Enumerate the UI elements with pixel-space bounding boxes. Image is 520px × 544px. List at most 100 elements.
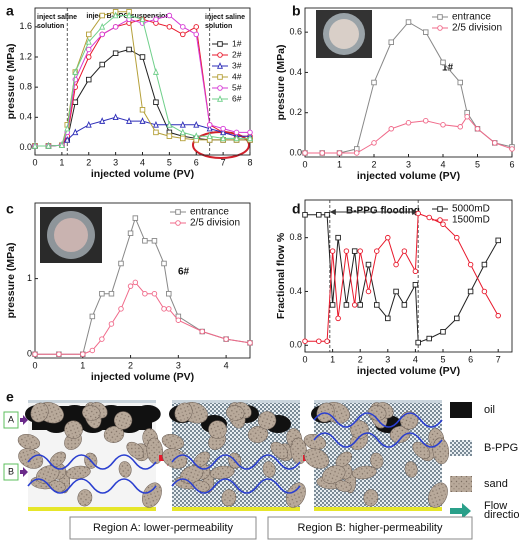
marker (127, 230, 134, 236)
marker (127, 283, 134, 289)
marker (440, 221, 446, 227)
marker (371, 140, 377, 146)
marker (354, 150, 360, 156)
x-tick-label: 6 (468, 354, 473, 364)
plot-frame (34, 202, 251, 359)
x-tick-label: 4 (413, 354, 418, 364)
marker (365, 288, 372, 295)
sand-grain (193, 480, 210, 492)
marker (58, 141, 65, 148)
x-axis-label: injected volume (PV) (357, 365, 460, 377)
annotation: inject saline solution (205, 14, 245, 30)
marker (153, 129, 159, 136)
annotation: 6# (178, 267, 190, 278)
marker (401, 302, 408, 308)
annotation: B-PPG flooding (346, 206, 420, 217)
flow-line (171, 454, 301, 470)
legend-swatch (450, 402, 472, 418)
marker (99, 290, 105, 297)
row-label: B (8, 466, 14, 476)
marker (166, 290, 172, 297)
sand-grain (49, 480, 66, 492)
legend-label: sand (484, 478, 508, 490)
marker (324, 338, 330, 344)
sand-grain (226, 405, 245, 421)
marker (474, 126, 481, 132)
marker (220, 125, 226, 132)
marker (56, 351, 62, 357)
x-tick-label: 2 (358, 354, 363, 364)
marker (454, 315, 460, 322)
marker (80, 351, 86, 357)
y-axis-label: Fractional flow % (275, 232, 287, 319)
marker (351, 302, 358, 308)
marker (206, 122, 213, 128)
plot-frame (304, 199, 513, 353)
y-tick-label: 1.2 (19, 51, 32, 61)
marker (112, 113, 119, 121)
marker (329, 248, 336, 254)
marker (316, 338, 322, 344)
legend-label: 2/5 division (190, 218, 240, 229)
marker (72, 68, 79, 75)
marker (132, 215, 139, 221)
legend-swatch (450, 476, 472, 492)
panel-letter: a (6, 3, 14, 19)
marker (415, 210, 421, 217)
sand-grain (304, 448, 330, 469)
x-axis-label: injected volume (PV) (91, 371, 194, 383)
marker (217, 52, 223, 58)
x-tick-label: 3 (385, 354, 390, 364)
x-tick-label: 0 (302, 354, 307, 364)
sand-grain (221, 489, 237, 507)
marker (440, 122, 446, 128)
x-tick-label: 2 (128, 360, 133, 370)
marker (336, 150, 343, 156)
marker (217, 62, 223, 69)
marker (139, 54, 146, 60)
marker (357, 248, 363, 254)
sand-grain (352, 465, 377, 480)
x-axis-label: injected volume (PV) (91, 168, 194, 180)
marker (457, 124, 464, 130)
marker (247, 129, 253, 136)
x-tick-label: 5 (440, 354, 445, 364)
marker (85, 76, 92, 83)
marker (437, 25, 443, 31)
inset-photo (316, 10, 372, 58)
y-tick-label: 0.0 (289, 340, 302, 350)
x-tick-label: 3 (176, 360, 181, 370)
marker (193, 24, 199, 30)
marker (32, 142, 38, 149)
row-box (3, 463, 19, 481)
legend-arrow (450, 503, 471, 519)
marker (316, 212, 322, 218)
marker (99, 61, 105, 68)
x-tick-label: 2 (86, 157, 91, 167)
marker (139, 107, 146, 113)
marker (481, 288, 488, 295)
x-tick-label: 7 (496, 354, 501, 364)
sand-grain (262, 461, 276, 478)
bottom-bar (314, 507, 442, 511)
marker (166, 120, 173, 128)
top-bar (172, 400, 300, 403)
marker (426, 214, 432, 221)
marker (64, 136, 71, 143)
marker (217, 85, 223, 91)
marker (180, 24, 186, 30)
marker (132, 279, 139, 286)
marker (126, 11, 133, 19)
x-tick-label: 1 (80, 360, 85, 370)
marker (217, 95, 223, 102)
marker (385, 234, 391, 241)
legend-label: B-PPG (484, 442, 518, 454)
marker (161, 260, 167, 267)
annotation: inject saline solution (37, 14, 77, 30)
marker (99, 117, 106, 124)
marker (365, 261, 372, 268)
region-label: Region B: higher-permeability (298, 522, 443, 534)
marker (166, 306, 172, 312)
marker (233, 129, 240, 136)
